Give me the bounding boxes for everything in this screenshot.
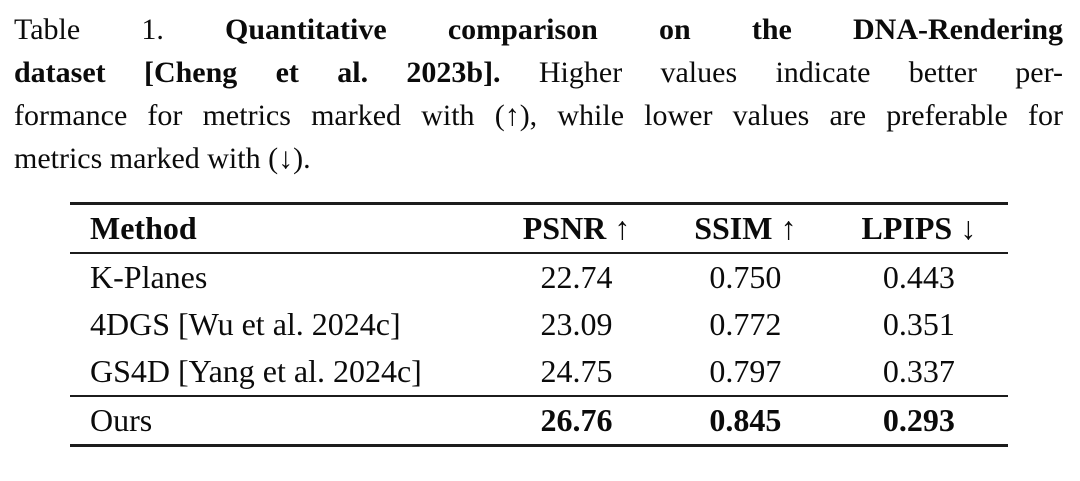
- caption-table-number: Table 1.: [14, 13, 226, 46]
- method-cell: Ours: [70, 395, 493, 446]
- ssim-cell: 0.845: [660, 395, 830, 446]
- lpips-cell: 0.443: [882, 259, 955, 295]
- caption-line-3: formance for metrics marked with (↑), wh…: [14, 99, 1063, 132]
- table-caption: Table 1. Quantitative comparison on the …: [14, 8, 1063, 180]
- header-method: Method: [70, 203, 493, 254]
- method-cell: 4DGS [Wu et al. 2024c]: [90, 306, 401, 342]
- caption-citation-bold: dataset [Cheng et al. 2023b].: [14, 56, 539, 89]
- table-row: K-Planes 22.74 0.750 0.443: [70, 253, 1008, 301]
- caption-line-2: dataset [Cheng et al. 2023b]. Higher val…: [14, 51, 1063, 94]
- lpips-cell: 0.337: [882, 353, 955, 389]
- method-cell: GS4D [Yang et al. 2024c]: [90, 353, 422, 389]
- caption-line-2-text: Higher values indicate better per-: [538, 56, 1064, 89]
- ssim-cell: 0.772: [709, 306, 782, 342]
- ssim-cell: 0.797: [709, 353, 782, 389]
- psnr-cell: 26.76: [492, 395, 661, 446]
- psnr-cell: 24.75: [540, 353, 613, 389]
- table-row: GS4D [Yang et al. 2024c] 24.75 0.797 0.3…: [70, 348, 1008, 396]
- header-ssim: SSIM ↑: [660, 203, 830, 254]
- header-lpips: LPIPS ↓: [829, 203, 1008, 254]
- caption-line-1: Table 1. Quantitative comparison on the …: [14, 8, 1063, 51]
- lpips-cell: 0.351: [882, 306, 955, 342]
- caption-line-4: metrics marked with (↓).: [14, 142, 311, 175]
- paper-table: Method PSNR ↑ SSIM ↑ LPIPS ↓ K-Planes 22…: [70, 202, 1008, 447]
- lpips-cell: 0.293: [829, 395, 1008, 446]
- table-header-row: Method PSNR ↑ SSIM ↑ LPIPS ↓: [70, 203, 1008, 254]
- caption-title-bold: Quantitative comparison on the DNA-Rende…: [225, 13, 1063, 46]
- psnr-cell: 22.74: [540, 259, 613, 295]
- table-row-ours: Ours 26.76 0.845 0.293: [70, 395, 1008, 446]
- ssim-cell: 0.750: [709, 259, 782, 295]
- psnr-cell: 23.09: [540, 306, 613, 342]
- header-psnr: PSNR ↑: [492, 203, 661, 254]
- method-cell: K-Planes: [90, 259, 208, 295]
- table-row: 4DGS [Wu et al. 2024c] 23.09 0.772 0.351: [70, 301, 1008, 348]
